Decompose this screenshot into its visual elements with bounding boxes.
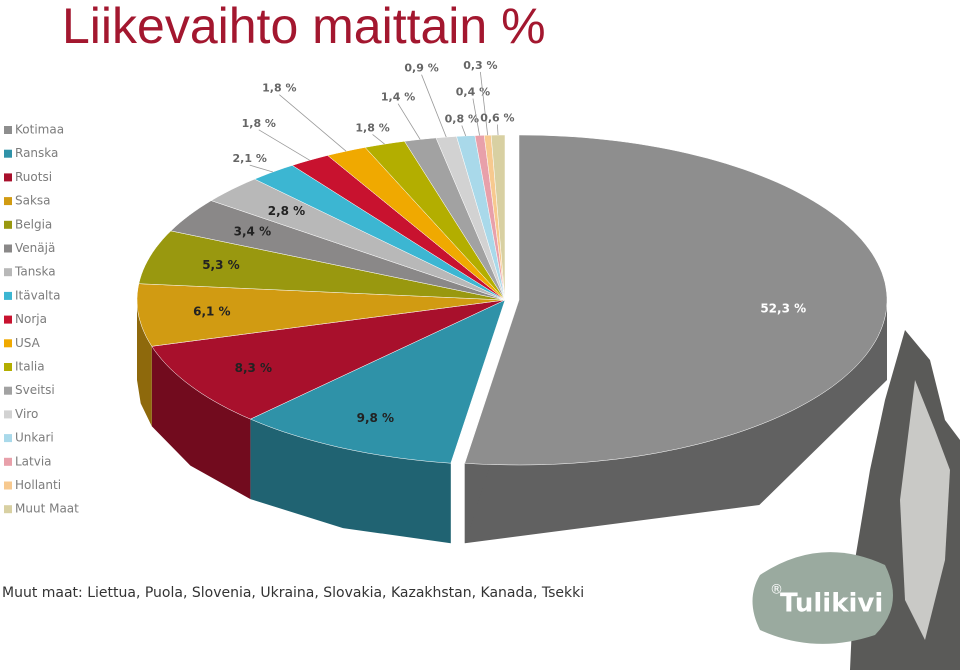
slice-side xyxy=(151,346,251,500)
value-label: 0,8 % xyxy=(445,113,479,126)
legend-swatch xyxy=(4,339,12,348)
value-label: 8,3 % xyxy=(235,361,272,375)
value-label: 1,4 % xyxy=(381,91,415,104)
slice xyxy=(151,299,506,420)
legend-label: Hollanti xyxy=(15,478,61,492)
legend-swatch xyxy=(4,173,12,182)
value-label: 1,8 % xyxy=(262,82,296,95)
legend-label: Italia xyxy=(15,360,45,374)
legend-label: Muut Maat xyxy=(15,502,79,516)
legend-swatch xyxy=(4,244,12,253)
legend-swatch xyxy=(4,505,12,514)
logo: ® Tulikivi xyxy=(752,552,893,644)
legend-swatch xyxy=(4,457,12,466)
legend-label: Ruotsi xyxy=(15,170,52,184)
value-label: 2,1 % xyxy=(233,152,267,165)
legend-swatch xyxy=(4,220,12,229)
value-label: 9,8 % xyxy=(357,411,394,425)
leader-line xyxy=(258,129,310,161)
legend-label: Unkari xyxy=(15,431,54,445)
legend-label: Itävalta xyxy=(15,288,60,302)
slice-tops xyxy=(136,134,888,466)
value-label: 1,8 % xyxy=(355,121,389,134)
leader-line xyxy=(472,98,480,136)
leader-line xyxy=(496,124,499,136)
leader-line xyxy=(249,164,274,173)
leader-line xyxy=(372,134,385,145)
legend-label: USA xyxy=(15,336,41,350)
legend-label: Tanska xyxy=(14,265,56,279)
slice xyxy=(210,178,506,301)
legend-swatch xyxy=(4,363,12,371)
legend-label: Sveitsi xyxy=(15,383,55,397)
logo-mark: ® xyxy=(770,583,783,598)
legend-swatch xyxy=(4,126,12,134)
slice xyxy=(136,283,506,347)
slice-side xyxy=(464,300,887,544)
slice-side xyxy=(137,300,152,427)
value-label: 3,4 % xyxy=(234,225,271,239)
legend-swatch xyxy=(4,386,12,395)
slice xyxy=(138,230,506,301)
legend-label: Venäjä xyxy=(15,241,55,255)
value-label: 1,8 % xyxy=(242,117,276,130)
legend-label: Viro xyxy=(15,407,38,421)
value-label: 0,3 % xyxy=(463,59,497,72)
slice xyxy=(253,165,506,301)
value-label: 0,6 % xyxy=(480,112,514,125)
leader-line xyxy=(397,103,421,140)
value-label: 5,3 % xyxy=(202,258,239,272)
legend-swatch xyxy=(4,410,12,419)
legend-swatch xyxy=(4,291,12,300)
legend-swatch xyxy=(4,315,12,324)
value-label: 6,1 % xyxy=(193,305,230,319)
value-label: 52,3 % xyxy=(760,301,806,315)
leader-line xyxy=(421,74,447,138)
leader-line xyxy=(479,71,489,136)
slice xyxy=(249,299,506,464)
slice-sides xyxy=(137,300,887,544)
value-label: 2,8 % xyxy=(268,204,305,218)
legend-label: Kotimaa xyxy=(15,123,64,137)
legend-swatch xyxy=(4,481,12,490)
legend-label: Belgia xyxy=(15,217,52,231)
value-label: 0,9 % xyxy=(404,62,438,75)
slice xyxy=(170,200,506,301)
legend-label: Latvia xyxy=(15,454,52,468)
logo-text: Tulikivi xyxy=(780,589,883,619)
rock-highlight xyxy=(900,380,950,640)
legend-swatch xyxy=(4,197,12,206)
leader-line xyxy=(279,94,347,152)
legend-swatch xyxy=(4,149,12,158)
chart-title: Liikevaihto maittain % xyxy=(62,0,546,54)
value-label: 0,4 % xyxy=(456,86,490,99)
leader-line xyxy=(461,125,467,137)
legend-swatch xyxy=(4,434,12,443)
legend-label: Ranska xyxy=(15,146,58,160)
legend-swatch xyxy=(4,268,12,277)
slice xyxy=(464,134,888,466)
legend-label: Norja xyxy=(15,312,47,326)
footnote: Muut maat: Liettua, Puola, Slovenia, Ukr… xyxy=(2,585,584,601)
slice-side xyxy=(250,419,451,544)
logo-badge xyxy=(752,552,893,644)
legend-label: Saksa xyxy=(15,194,51,208)
